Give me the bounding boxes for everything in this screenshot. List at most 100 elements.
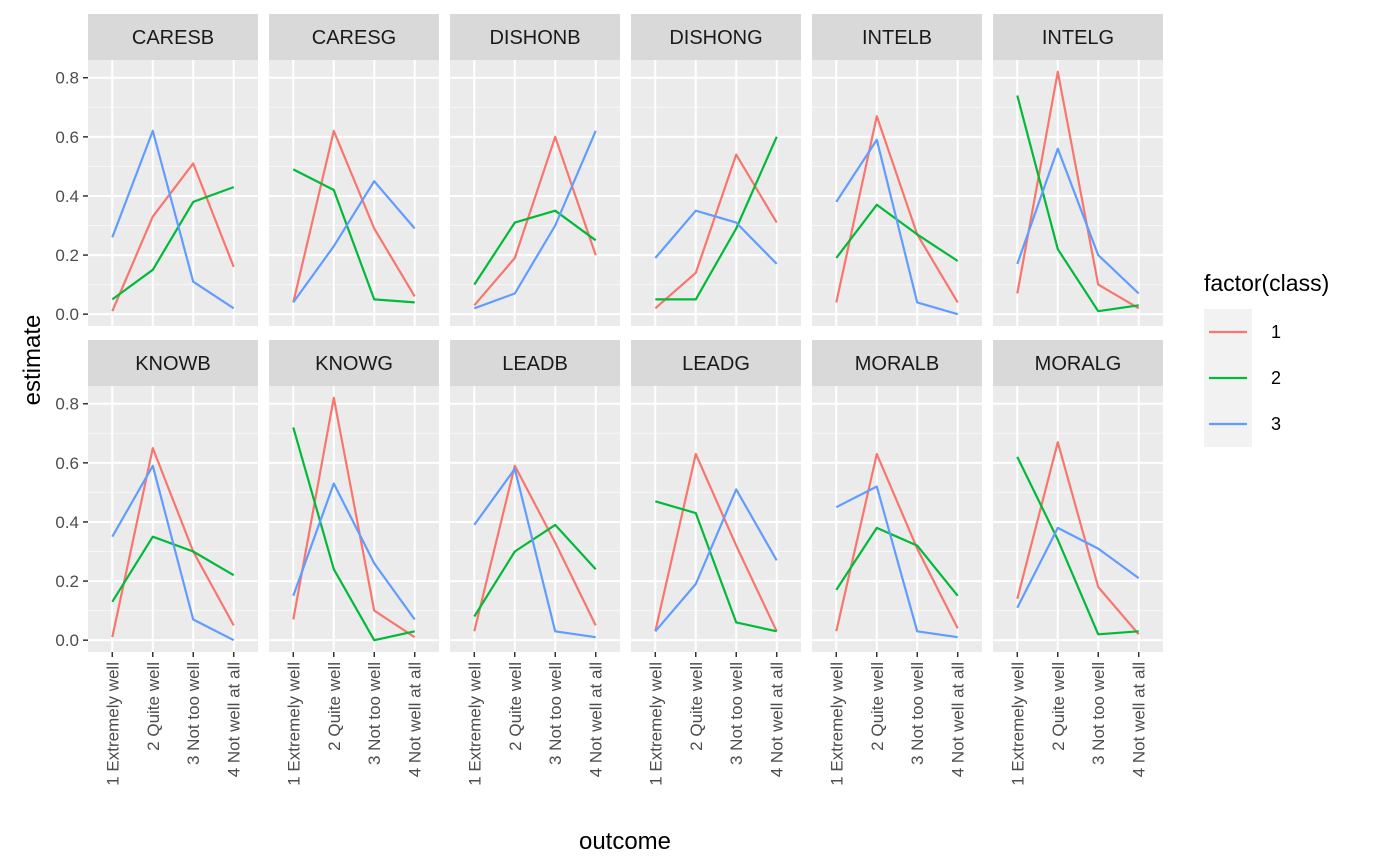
facet-strip-label: LEADB [502,353,568,375]
x-tick-label: 2 Quite well [868,662,887,751]
y-tick-label: 0.8 [55,69,79,88]
facet-strip [631,14,801,60]
facet-strip [88,340,258,386]
facet-strip-label: MORALG [1035,353,1122,375]
series-line-class-2 [292,168,415,304]
facet-strip [812,14,982,60]
facet-strip [812,340,982,386]
series-line-class-3 [835,485,958,639]
facet-strip [88,14,258,60]
x-tick-label: 2 Quite well [506,662,525,751]
series-line-class-3 [654,488,778,633]
x-tick-label: 4 Not well at all [587,662,606,777]
series-line-class-2 [1016,456,1139,636]
series-line-class-1 [1016,70,1140,310]
y-tick-label: 0.8 [55,395,79,414]
facet-caresg: CARESG [269,14,439,326]
y-tick-label: 0.0 [55,631,79,650]
x-tick-label: 4 Not well at all [406,662,425,777]
series-line-class-2 [473,209,597,286]
x-tick-label: 4 Not well at all [1130,662,1149,777]
series-line-class-1 [654,153,778,310]
series-line-class-1 [111,162,235,312]
facet-strip-label: KNOWG [315,353,393,375]
panel-background [88,386,258,652]
series-line-class-1 [473,464,597,632]
facet-strip [631,340,801,386]
series-line-class-3 [1016,526,1140,609]
facet-intelb: INTELB [812,14,982,326]
facet-caresb: CARESB 0.0 0.2 0.4 0.6 0.8 [55,14,258,326]
y-tick-label: 0.4 [55,513,79,532]
panel-background [631,386,801,652]
x-tick-label: 1 Extremely well [646,662,665,786]
facet-moralg: MORALG 1 Extremely well 2 Quite well 3 Not … [993,340,1163,786]
series-line-class-3 [111,464,235,642]
facet-strip-label: DISHONB [489,27,580,49]
series-line-class-3 [292,180,416,304]
x-tick-label: 3 Not too well [546,662,565,765]
y-axis-title: estimate [19,315,46,406]
legend-entry-label: 2 [1271,368,1281,388]
panel-background [812,60,982,326]
x-tick-label: 2 Quite well [687,662,706,751]
facet-strip [450,14,620,60]
facet-leadg: LEADG 1 Extremely well 2 Quite well 3 Not t… [631,340,801,786]
legend-title: factor(class) [1204,270,1329,296]
series-line-class-2 [473,523,597,618]
facet-strip-label: INTELG [1042,27,1114,49]
x-tick-label: 3 Not too well [727,662,746,765]
panel-background [812,386,982,652]
y-tick-label: 0.2 [55,246,79,265]
legend-entry-label: 1 [1271,322,1281,342]
x-tick-label: 4 Not well at all [768,662,787,777]
facet-moralb: MORALB 1 Extremely well 2 Quite well 3 Not … [812,340,982,786]
panel-background [631,60,801,326]
facet-panels: CARESB 0.0 0.2 0.4 0.6 0.8 CARESG DISHONB DISHON… [55,14,1163,786]
y-tick-label: 0.4 [55,187,79,206]
facet-intelg: INTELG [993,14,1163,326]
series-line-class-2 [835,526,959,597]
panel-background [269,386,439,652]
series-line-class-2 [111,186,235,301]
facet-knowb: KNOWB 0.0 0.2 0.4 0.6 0.8 1 Extremely well 2 Qu… [55,340,258,786]
facet-strip [450,340,620,386]
x-tick-label: 3 Not too well [1089,662,1108,765]
series-line-class-3 [473,467,596,639]
x-tick-label: 1 Extremely well [827,662,846,786]
series-line-class-1 [292,129,416,303]
facet-strip-label: MORALB [855,353,939,375]
series-line-class-1 [1016,441,1140,636]
y-tick-label: 0.6 [55,128,79,147]
x-tick-label: 3 Not too well [184,662,203,765]
panel-background [269,60,439,326]
y-tick-label: 0.6 [55,454,79,473]
panel-background [993,386,1163,652]
x-tick-label: 2 Quite well [325,662,344,751]
x-tick-label: 1 Extremely well [1008,662,1027,786]
x-tick-label: 4 Not well at all [949,662,968,777]
facet-leadb: LEADB 1 Extremely well 2 Quite well 3 Not t… [450,340,620,786]
x-axis-title: outcome [579,828,671,855]
series-line-class-3 [1016,147,1140,295]
facet-strip-label: CARESG [312,27,396,49]
panel-background [88,60,258,326]
panel-background [450,60,620,326]
x-tick-label: 4 Not well at all [225,662,244,777]
facet-strip-label: INTELB [862,27,932,49]
x-tick-label: 1 Extremely well [465,662,484,786]
facet-strip-label: CARESB [132,27,214,49]
facet-strip-label: DISHONG [669,27,762,49]
legend-entry-label: 3 [1271,414,1281,434]
x-tick-label: 1 Extremely well [284,662,303,786]
series-line-class-1 [835,115,959,303]
series-line-class-3 [111,129,235,310]
facet-knowg: KNOWG 1 Extremely well 2 Quite well 3 Not t… [269,340,439,786]
panel-background [450,386,620,652]
series-line-class-2 [654,500,777,633]
series-line-class-3 [473,130,597,310]
x-tick-label: 3 Not too well [365,662,384,765]
series-line-class-3 [654,209,778,265]
series-line-class-1 [654,452,778,632]
